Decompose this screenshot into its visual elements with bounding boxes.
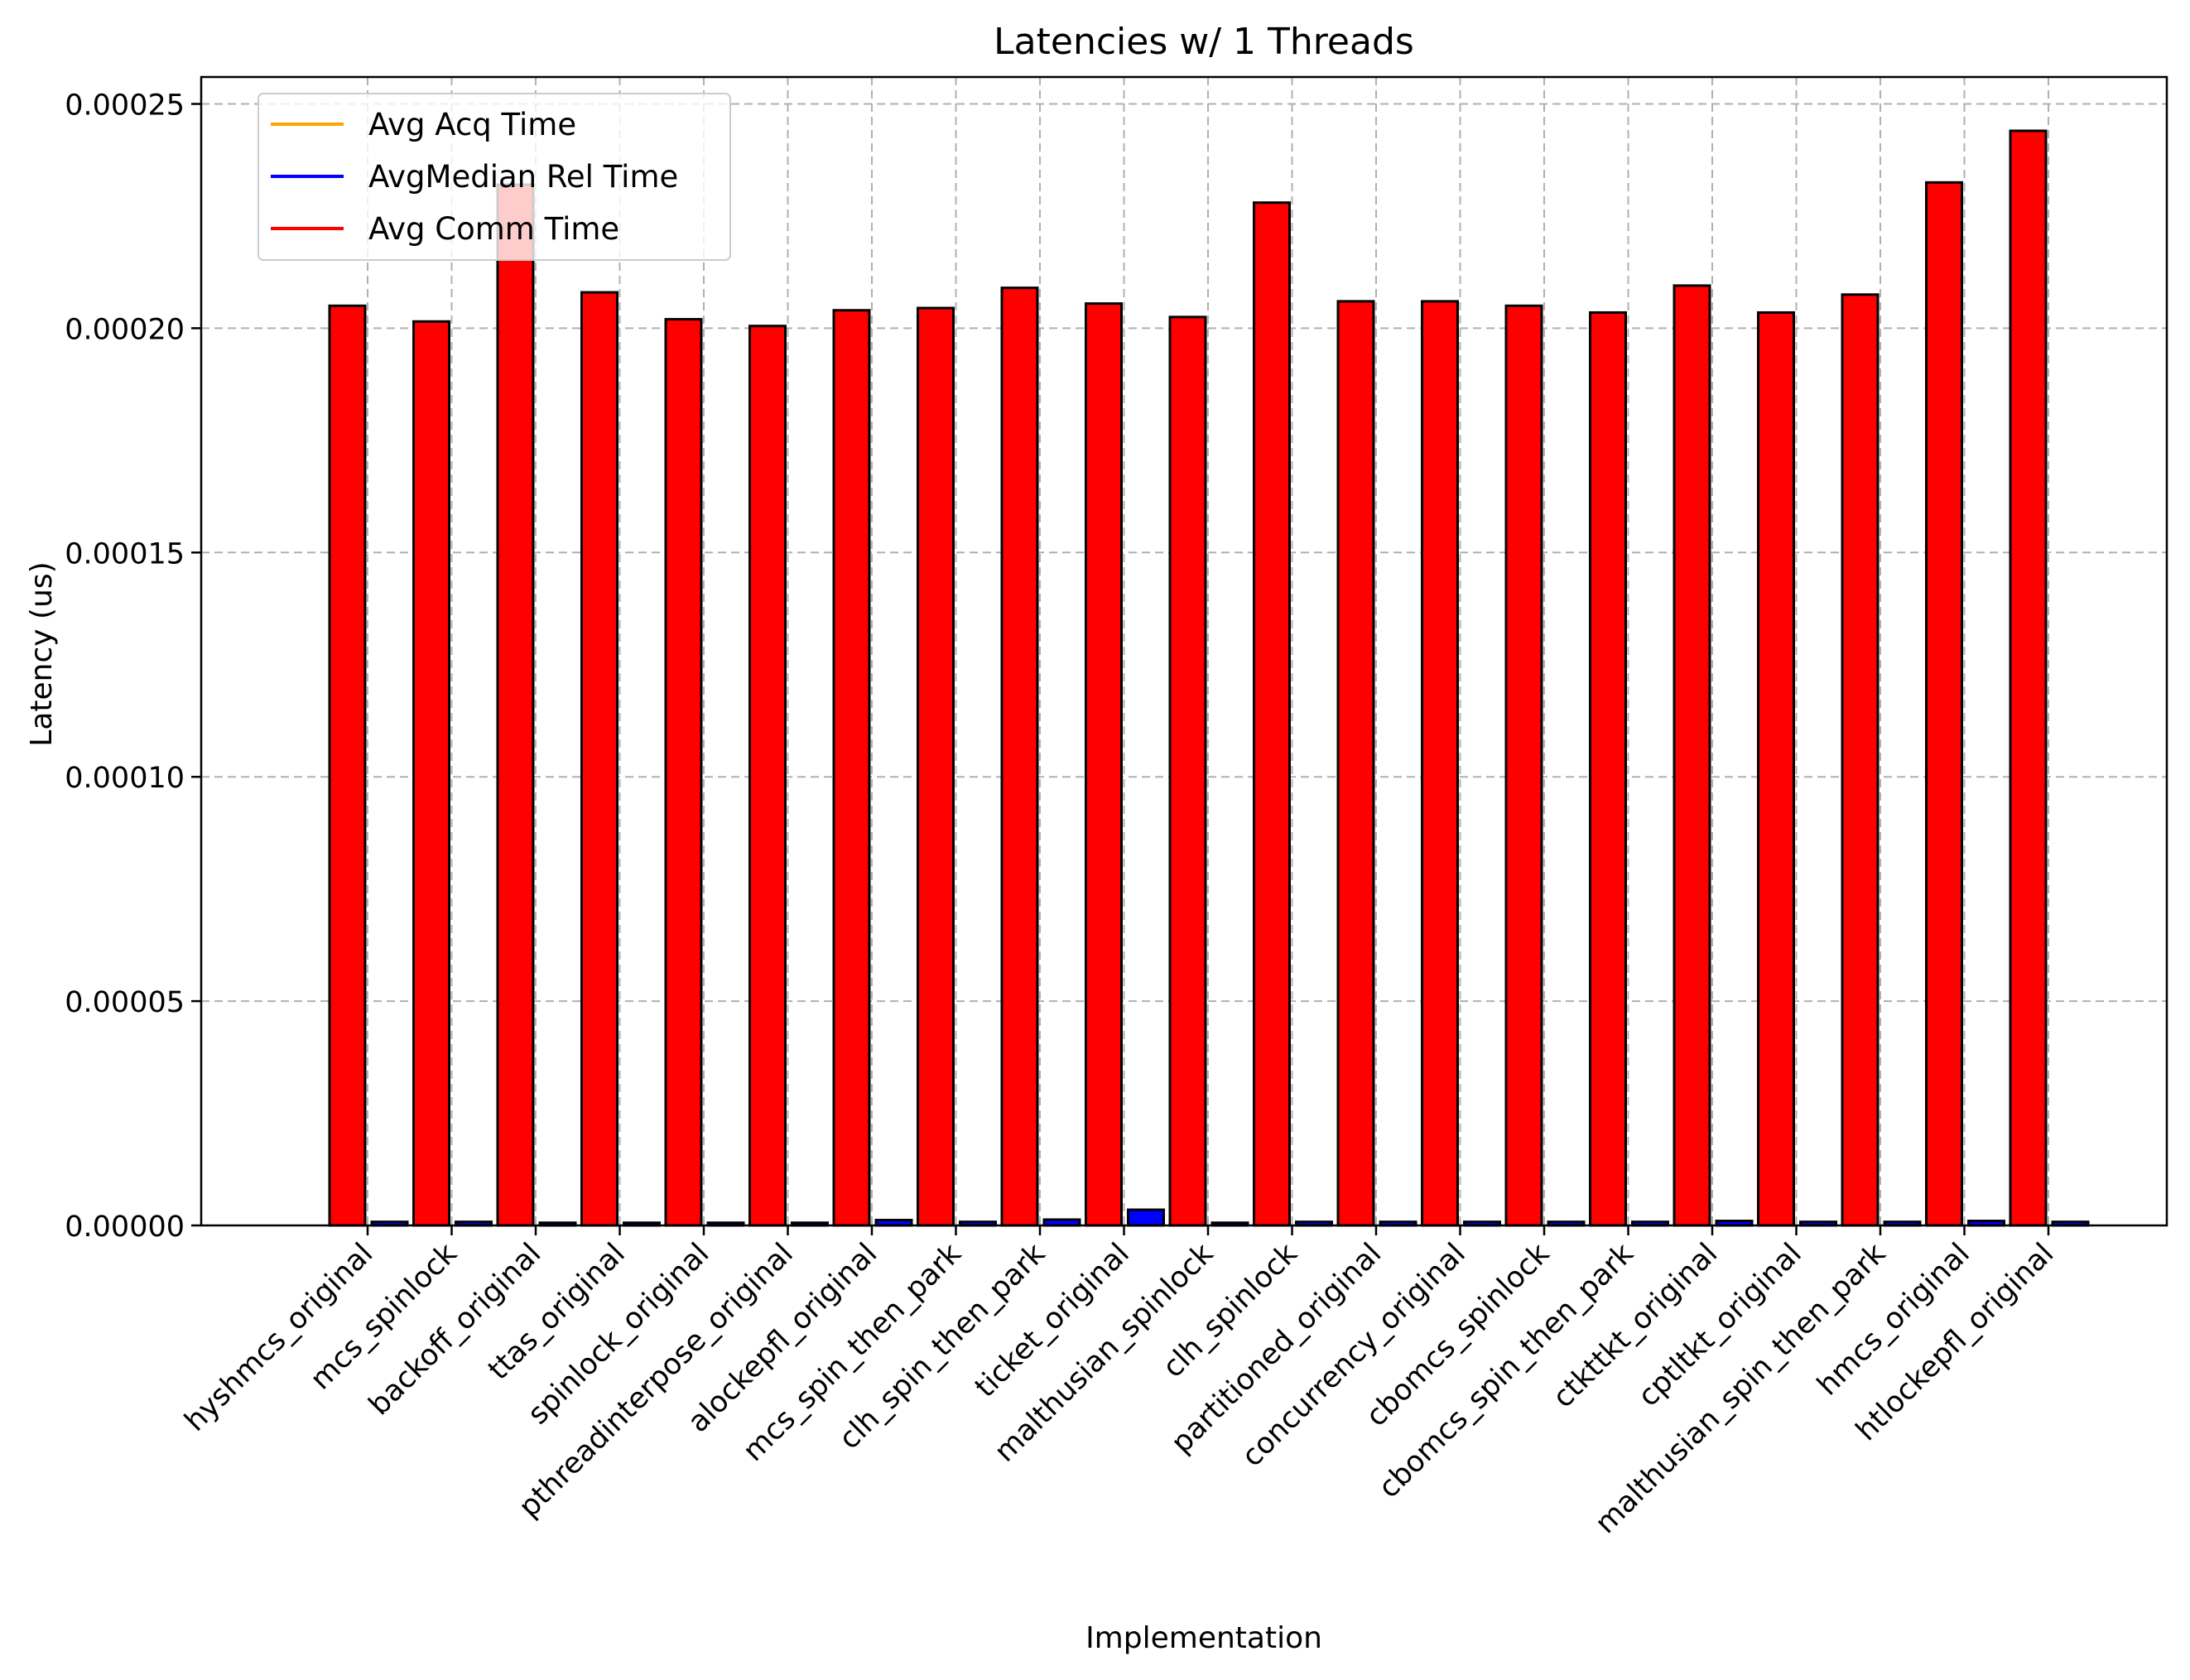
y-tick-label: 0.00005 [65, 986, 185, 1019]
bar-avg-comm-time [664, 318, 703, 1227]
bar-avg-comm-time [1085, 302, 1123, 1227]
bar-avg-comm-time [748, 325, 787, 1227]
legend-label: Avg Acq Time [368, 107, 576, 142]
y-axis: 0.00000 0.00005 0.00010 0.00015 0.00020 0.000… [65, 89, 201, 1244]
bar-avg-comm-time [1421, 300, 1459, 1227]
legend-label: Avg Comm Time [368, 211, 619, 247]
legend-label: AvgMedian Rel Time [368, 159, 678, 195]
y-axis-label: Latency (us) [25, 561, 59, 746]
bar-avg-comm-time [496, 183, 535, 1227]
bar-avg-comm-time [1673, 284, 1711, 1227]
bar-avgmedian-rel-time [1127, 1208, 1165, 1227]
bar-avg-comm-time [1757, 310, 1795, 1227]
bar-avg-comm-time [832, 309, 871, 1227]
bars [328, 129, 2090, 1227]
y-tick-label: 0.00020 [65, 313, 185, 346]
bar-avg-comm-time [1925, 181, 1963, 1227]
bar-avg-comm-time [1336, 300, 1375, 1227]
bar-avg-comm-time [328, 304, 367, 1227]
plot-frame [200, 75, 2168, 1227]
bar-avg-comm-time [1841, 293, 1880, 1227]
bar-avg-comm-time [1504, 304, 1543, 1227]
legend-box [258, 93, 731, 261]
bar-avg-comm-time [1253, 201, 1291, 1227]
bar-avg-comm-time [2009, 129, 2048, 1227]
bar-avg-comm-time [1589, 310, 1627, 1227]
grid-lines [201, 77, 2167, 1225]
bar-avg-comm-time [580, 291, 618, 1227]
bar-avg-comm-time [412, 320, 450, 1227]
x-axis-label: Implementation [1085, 1621, 1322, 1655]
y-tick-label: 0.00025 [65, 89, 185, 123]
bar-avg-comm-time [1000, 286, 1039, 1227]
chart-title: Latencies w/ 1 Threads [994, 21, 1414, 63]
bar-avg-comm-time [917, 306, 955, 1227]
y-tick-label: 0.00000 [65, 1211, 185, 1244]
bar-avg-comm-time [1168, 315, 1207, 1227]
y-tick-label: 0.00010 [65, 762, 185, 795]
y-tick-label: 0.00015 [65, 537, 185, 570]
legend: Avg Acq Time AvgMedian Rel Time Avg Comm T… [258, 93, 731, 261]
